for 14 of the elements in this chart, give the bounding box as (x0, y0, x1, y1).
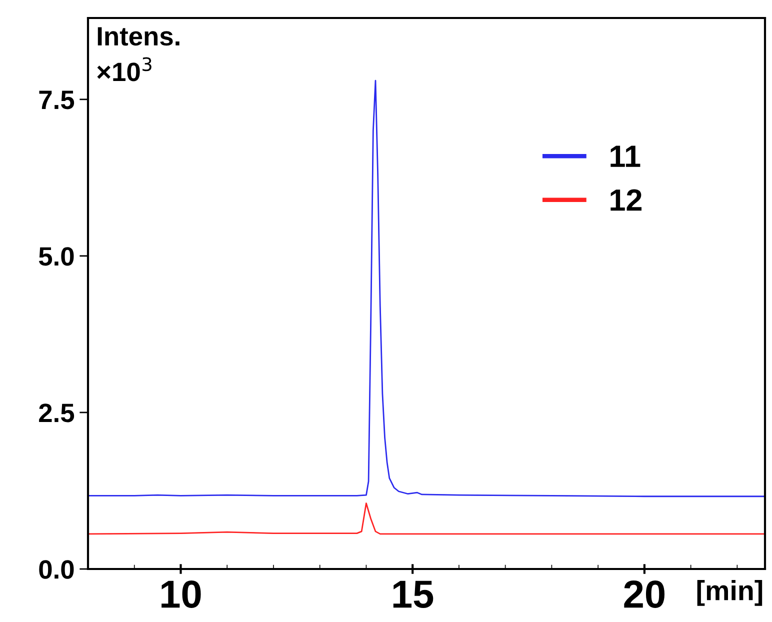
y-tick-label: 7.5 (39, 90, 74, 110)
y-tick-label: 0.0 (39, 560, 74, 579)
x-tick-label: 10 (162, 580, 201, 608)
legend-label: 12 (610, 189, 642, 211)
legend-label: 11 (610, 146, 640, 167)
x-axis-title: [min] (697, 580, 762, 606)
annotation: Intens. (98, 27, 180, 46)
line-series (88, 502, 765, 535)
y-tick-label: 5.0 (38, 247, 74, 266)
x-tick-label: 15 (393, 580, 434, 608)
y-tick-label: 2.5 (39, 404, 74, 422)
x-tick-label: 20 (624, 580, 664, 608)
line-series (88, 80, 765, 498)
annotation: ×10$^{3}$ (97, 57, 152, 82)
